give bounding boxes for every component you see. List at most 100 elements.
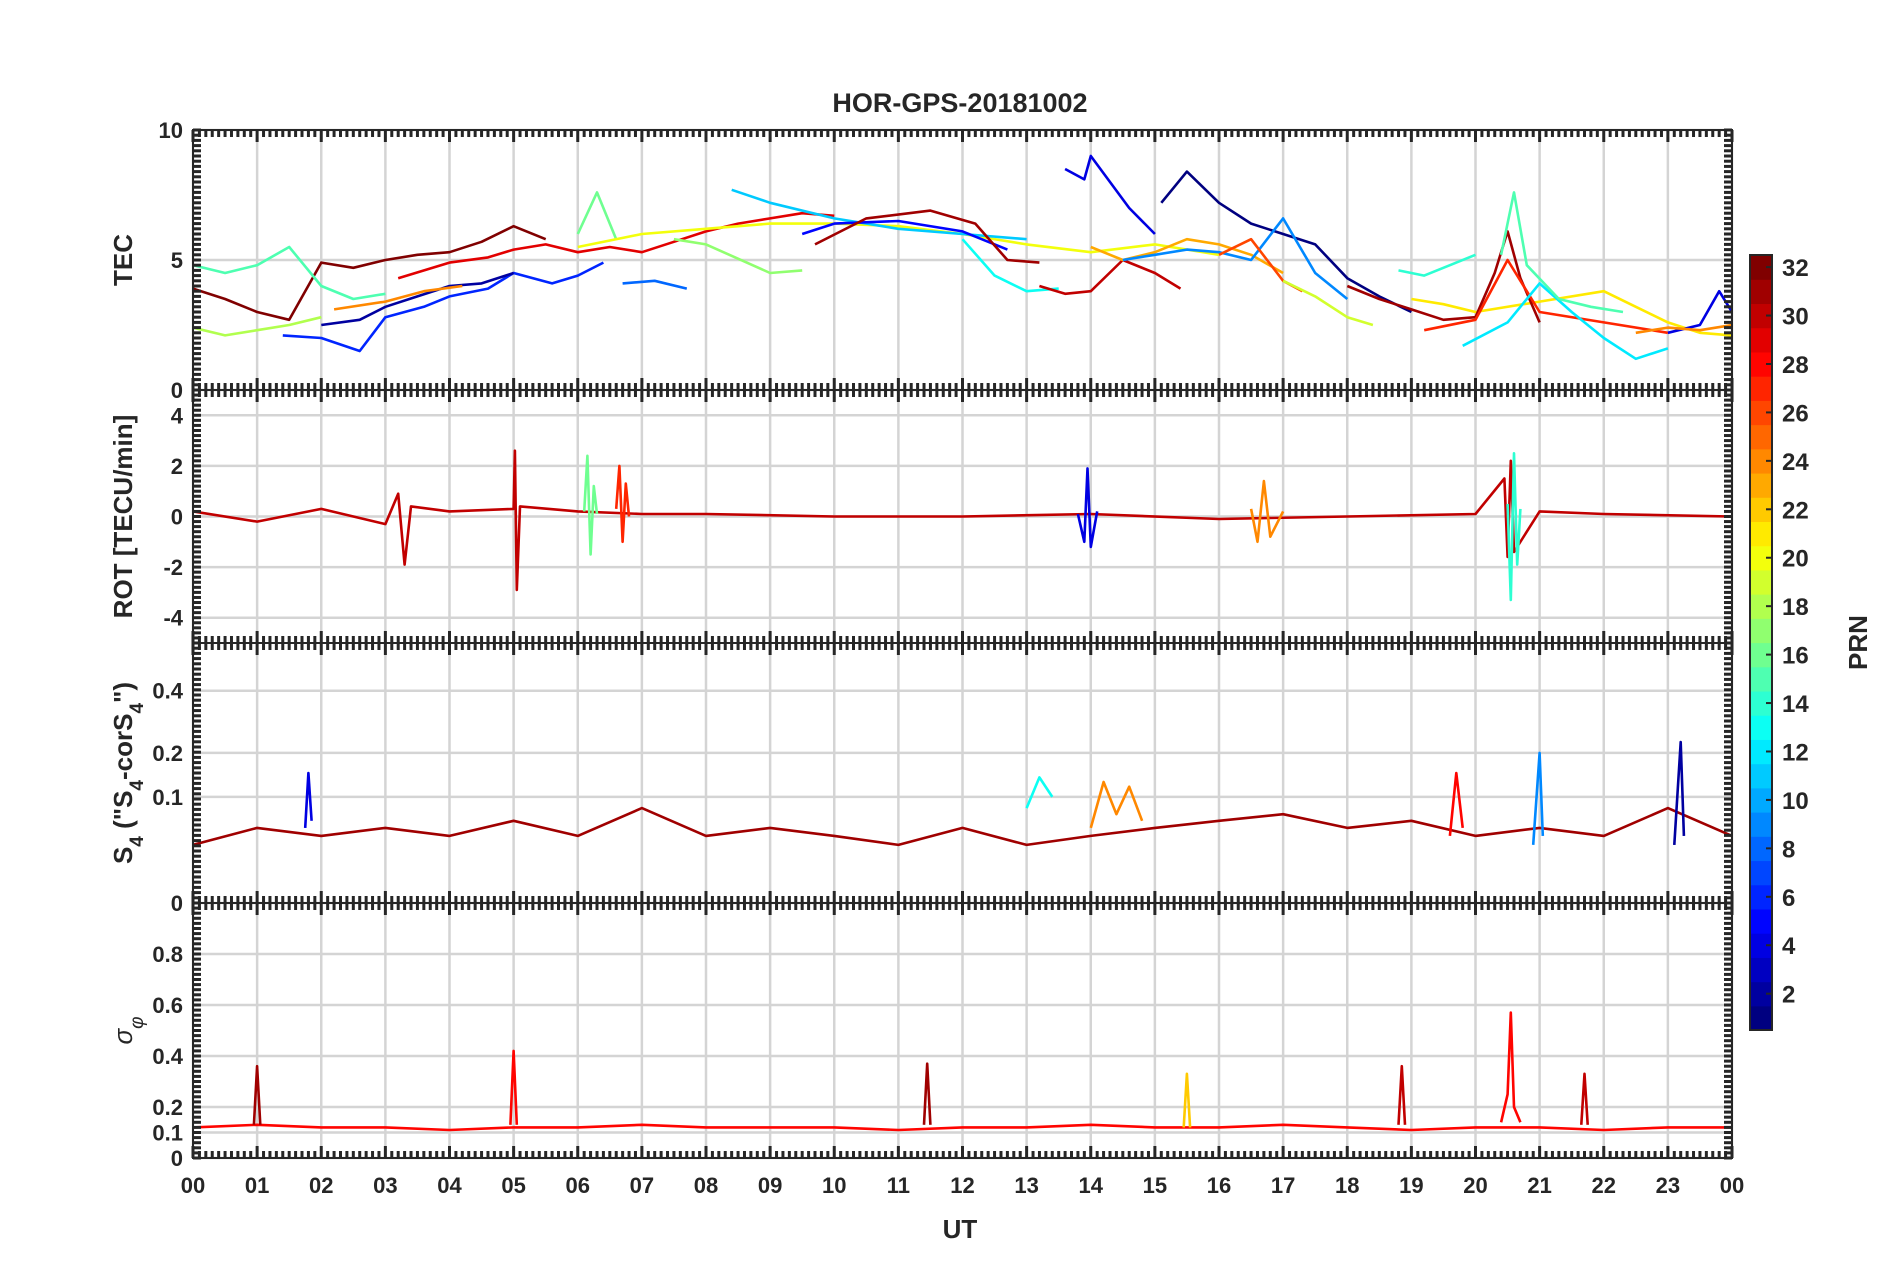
colorbar-segment (1750, 618, 1772, 644)
tec-series-prn-15 (1499, 191, 1624, 314)
y-tick-label: 0 (171, 505, 183, 530)
tec-series-group (193, 154, 1732, 361)
x-tick-label: 12 (950, 1173, 974, 1198)
colorbar-tick-label: 14 (1782, 691, 1809, 718)
x-tick-label: 07 (630, 1173, 654, 1198)
x-tick-label: 01 (245, 1173, 269, 1198)
y-tick-label: 0.4 (152, 1044, 183, 1069)
tec-series-prn-13 (961, 238, 1059, 293)
colorbar-segment (1750, 303, 1772, 329)
colorbar-segment (1750, 400, 1772, 426)
tec-series-prn-2 (321, 271, 515, 327)
colorbar-segment (1750, 569, 1772, 595)
y-tick-label: 0 (171, 378, 183, 403)
colorbar-segment (1750, 424, 1772, 450)
colorbar-tick-label: 4 (1782, 933, 1796, 960)
colorbar-segment (1750, 327, 1772, 353)
sigma_phi-series-prn-30 (1580, 1072, 1589, 1125)
colorbar-tick-label: 32 (1782, 255, 1809, 282)
panel-sigma_phi: 00.10.2 0.4 0.6 0.8 σφ (108, 901, 1734, 1171)
colorbar-segment (1750, 351, 1772, 377)
colorbar-tick-label: 20 (1782, 546, 1809, 573)
y-tick-label: 4 (171, 403, 184, 428)
colorbar-tick-label: 2 (1782, 982, 1795, 1009)
x-tick-labels: 00 01 02 03 04 05 06 07 08 09 10 11 12 13 14 15 16 17 18 19… (181, 1173, 1744, 1198)
panel-s4: 0 0.1 0.2 0.4S4 ("S4-corS4") (108, 641, 1734, 916)
rot-series-prn-14 (1506, 451, 1522, 602)
colorbar-segment (1750, 1005, 1772, 1031)
tec-series-prn-12 (1462, 282, 1669, 361)
tec-series-prn-4 (1064, 154, 1156, 235)
colorbar-tick-label: 16 (1782, 643, 1809, 670)
colorbar-segment (1750, 763, 1772, 789)
tec-series-prn-30 (1039, 258, 1182, 296)
tec-series-prn-18 (193, 315, 322, 337)
colorbar-segment (1750, 642, 1772, 668)
x-tick-label: 10 (822, 1173, 846, 1198)
tec-series-prn-27 (1423, 258, 1669, 335)
s4-series-prn-31 (193, 806, 1732, 847)
y-tick-label: 2 (171, 454, 183, 479)
sigma_phi-series-prn-31 (922, 1062, 932, 1125)
x-tick-label: 21 (1527, 1173, 1551, 1198)
tec-series-prn-15 (193, 245, 386, 301)
colorbar-tick-label: 12 (1782, 739, 1809, 766)
colorbar-segment (1750, 884, 1772, 910)
x-tick-label: 23 (1656, 1173, 1680, 1198)
colorbar-segment (1750, 908, 1772, 934)
rot-series-prn-16 (582, 454, 599, 556)
tec-series-prn-24 (333, 284, 463, 311)
x-tick-label: 02 (309, 1173, 333, 1198)
y-tick-label: 0.8 (152, 942, 183, 967)
colorbar-label: PRN (1843, 615, 1873, 670)
colorbar-segment (1750, 448, 1772, 474)
y-tick-label: 0.1 (152, 1121, 183, 1146)
x-tick-label: 19 (1399, 1173, 1423, 1198)
x-tick-label: 15 (1143, 1173, 1167, 1198)
colorbar-segment (1750, 472, 1772, 498)
s4-y-axis-label: S4 ("S4-corS4") (108, 682, 148, 864)
y-tick-label: 0.6 (152, 993, 183, 1018)
s4-series-prn-9 (1531, 751, 1545, 845)
x-tick-label: 09 (758, 1173, 782, 1198)
tec-series-prn-6 (282, 261, 604, 353)
tec-series-prn-16 (576, 191, 618, 240)
colorbar-segment (1750, 279, 1772, 305)
sigma_phi-series-prn-28 (1499, 1011, 1522, 1123)
tec-series-prn-20 (577, 222, 1220, 257)
tec-series-prn-1 (1160, 170, 1412, 314)
rot-series-prn-30 (193, 449, 1732, 592)
tec-series-prn-17 (673, 237, 803, 275)
x-tick-label: 13 (1014, 1173, 1038, 1198)
colorbar-segment (1750, 933, 1772, 958)
colorbar-segment (1750, 812, 1772, 837)
tec-series-prn-24 (1635, 323, 1732, 335)
y-tick-label: 0 (171, 891, 183, 916)
chart-title: HOR-GPS-20181002 (832, 88, 1087, 118)
colorbar-segment (1750, 690, 1772, 716)
x-tick-label: 20 (1463, 1173, 1487, 1198)
sigma_phi-series-group (193, 1011, 1732, 1132)
x-tick-label: 17 (1271, 1173, 1295, 1198)
x-tick-label: 00 (181, 1173, 205, 1198)
x-axis-label: UT (943, 1214, 978, 1244)
tec-series-prn-31 (1346, 230, 1541, 323)
x-tick-label: 08 (694, 1173, 718, 1198)
colorbar-segment (1750, 594, 1772, 619)
sigma_phi-series-prn-31 (252, 1064, 262, 1125)
x-tick-label: 16 (1207, 1173, 1231, 1198)
x-tick-label: 06 (566, 1173, 590, 1198)
colorbar-segment (1750, 666, 1772, 692)
y-tick-label: 0.1 (152, 785, 183, 810)
x-tick-label: 04 (437, 1173, 462, 1198)
colorbar-segment (1750, 787, 1772, 813)
colorbar-segment (1750, 860, 1772, 886)
rot-y-axis-label: ROT [TECU/min] (108, 415, 138, 619)
sigma_phi-series-prn-28 (509, 1049, 519, 1125)
x-tick-label: 11 (887, 1173, 910, 1198)
colorbar-frame (1749, 254, 1773, 1031)
colorbar-tick-label: 28 (1782, 352, 1809, 379)
colorbar-segment (1750, 739, 1772, 765)
